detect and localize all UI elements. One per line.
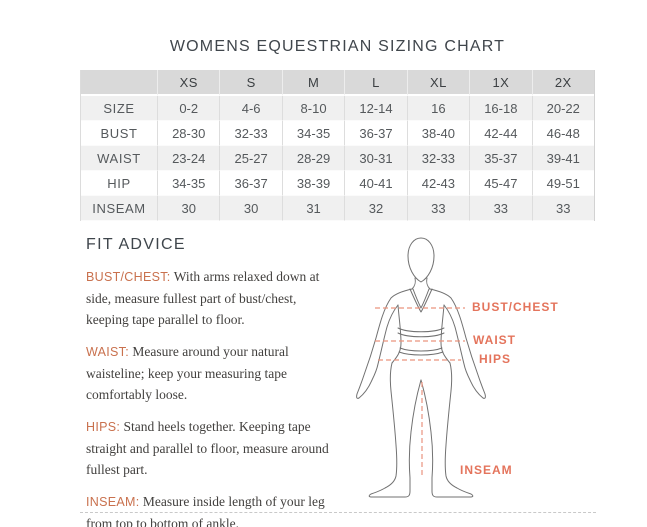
header-cell-s: S — [219, 70, 282, 96]
fit-advice-text: Stand heels together. Keeping tape strai… — [86, 419, 329, 477]
size-cell: 42-44 — [469, 121, 532, 146]
header-cell-2x: 2X — [531, 70, 594, 96]
size-cell: 25-27 — [219, 146, 282, 171]
size-cell: 36-37 — [344, 121, 407, 146]
row-label: SIZE — [81, 96, 157, 121]
size-cell: 38-39 — [281, 171, 345, 196]
header-cell-1x: 1X — [469, 70, 532, 96]
header-cell-empty — [81, 70, 157, 96]
size-cell: 46-48 — [531, 121, 594, 146]
size-cell: 16 — [406, 96, 470, 121]
table-row-inseam: INSEAM 30 30 31 32 33 33 33 — [81, 196, 594, 221]
header-cell-l: L — [344, 70, 407, 96]
header-cell-xl: XL — [406, 70, 470, 96]
row-label: BUST — [81, 121, 157, 146]
size-header-row: XS S M L XL 1X 2X — [81, 70, 594, 96]
size-cell: 33 — [469, 196, 532, 221]
fit-advice-text: Measure inside length of your leg from t… — [86, 494, 325, 527]
fit-advice-label: BUST/CHEST: — [86, 270, 171, 284]
table-row-bust: BUST 28-30 32-33 34-35 36-37 38-40 42-44… — [81, 121, 594, 146]
size-cell: 38-40 — [406, 121, 470, 146]
fit-advice-label: WAIST: — [86, 345, 130, 359]
size-cell: 33 — [406, 196, 470, 221]
fit-advice-section: FIT ADVICE BUST/CHEST: With arms relaxed… — [86, 236, 342, 527]
size-cell: 49-51 — [531, 171, 594, 196]
fit-advice-paragraph-inseam: INSEAM: Measure inside length of your le… — [86, 491, 342, 527]
size-cell: 39-41 — [531, 146, 594, 171]
bottom-dashed-divider — [80, 512, 596, 513]
size-cell: 20-22 — [531, 96, 594, 121]
size-cell: 16-18 — [469, 96, 532, 121]
size-cell: 12-14 — [344, 96, 407, 121]
row-label: WAIST — [81, 146, 157, 171]
waist-measure-label: WAIST — [473, 333, 516, 347]
size-cell: 33 — [531, 196, 594, 221]
body-diagram-icon — [356, 237, 486, 498]
size-cell: 31 — [281, 196, 345, 221]
table-row-size: SIZE 0-2 4-6 8-10 12-14 16 16-18 20-22 — [81, 96, 594, 121]
size-cell: 34-35 — [281, 121, 345, 146]
size-cell: 30 — [157, 196, 220, 221]
size-cell: 28-29 — [281, 146, 345, 171]
size-cell: 32-33 — [406, 146, 470, 171]
fit-advice-paragraph-hips: HIPS: Stand heels together. Keeping tape… — [86, 416, 342, 480]
size-cell: 40-41 — [344, 171, 407, 196]
page-title: WOMENS EQUESTRIAN SIZING CHART — [169, 38, 506, 55]
fit-advice-label: INSEAM: — [86, 495, 140, 509]
bust-chest-measure-label: BUST/CHEST — [472, 300, 559, 314]
fit-advice-paragraph-bust: BUST/CHEST: With arms relaxed down at si… — [86, 266, 342, 330]
size-cell: 4-6 — [219, 96, 282, 121]
size-cell: 0-2 — [157, 96, 220, 121]
size-cell: 35-37 — [469, 146, 532, 171]
fit-advice-text: Measure around your natural waisteline; … — [86, 344, 289, 402]
sizing-table: XS S M L XL 1X 2X SIZE 0-2 4-6 8-10 12-1… — [80, 70, 595, 221]
size-cell: 28-30 — [157, 121, 220, 146]
fit-advice-heading: FIT ADVICE — [86, 236, 186, 253]
hips-measure-label: HIPS — [479, 352, 512, 366]
header-cell-xs: XS — [157, 70, 220, 96]
woman-body-outline-figure — [355, 228, 505, 500]
size-cell: 8-10 — [281, 96, 345, 121]
fit-advice-text: With arms relaxed down at side, measure … — [86, 269, 320, 327]
header-cell-m: M — [281, 70, 345, 96]
size-cell: 30 — [219, 196, 282, 221]
table-row-hip: HIP 34-35 36-37 38-39 40-41 42-43 45-47 … — [81, 171, 594, 196]
size-cell: 30-31 — [344, 146, 407, 171]
inseam-measure-label: INSEAM — [460, 463, 513, 477]
size-cell: 42-43 — [406, 171, 470, 196]
size-cell: 32-33 — [219, 121, 282, 146]
fit-advice-label: HIPS: — [86, 420, 121, 434]
row-label: INSEAM — [81, 196, 157, 221]
table-row-waist: WAIST 23-24 25-27 28-29 30-31 32-33 35-3… — [81, 146, 594, 171]
row-label: HIP — [81, 171, 157, 196]
size-cell: 32 — [344, 196, 407, 221]
fit-advice-paragraph-waist: WAIST: Measure around your natural waist… — [86, 341, 342, 405]
size-cell: 36-37 — [219, 171, 282, 196]
size-cell: 45-47 — [469, 171, 532, 196]
size-cell: 23-24 — [157, 146, 220, 171]
size-cell: 34-35 — [157, 171, 220, 196]
